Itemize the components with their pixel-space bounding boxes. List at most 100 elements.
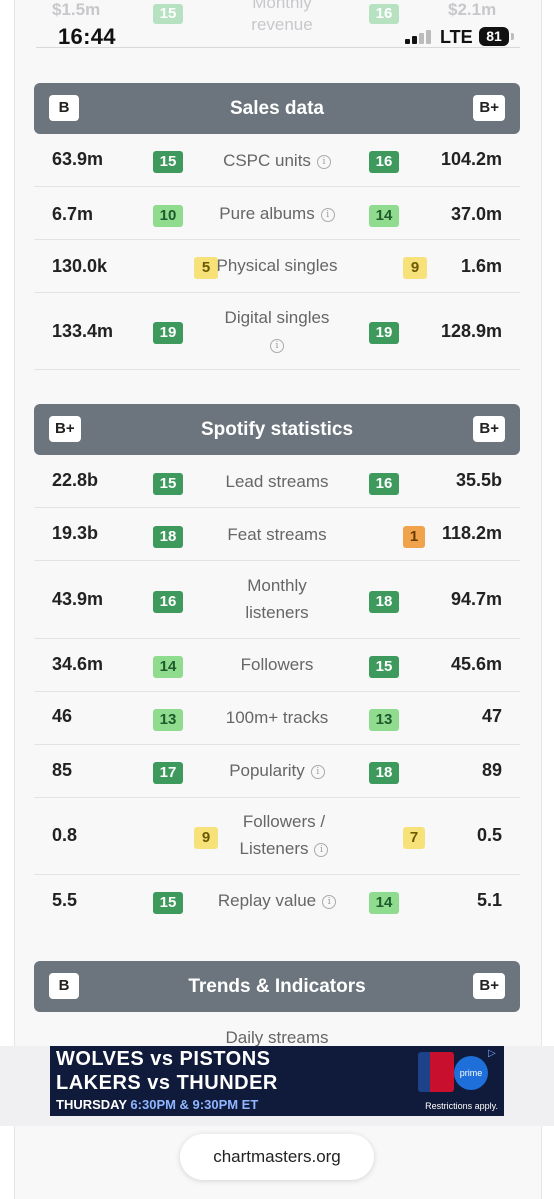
- left-rank: 9: [194, 827, 218, 849]
- right-rank: 14: [369, 205, 399, 227]
- metric-label-text: Followers / Listeners: [239, 812, 326, 858]
- metric-label-text: Pure albums: [219, 204, 315, 223]
- ghost-label: Monthly revenue: [232, 0, 332, 54]
- ad-time: 6:30PM & 9:30PM ET: [130, 1097, 259, 1112]
- info-icon[interactable]: i: [320, 207, 335, 222]
- left-value: 43.9m: [52, 589, 104, 609]
- table-row: 0.8 9 Followers / Listeners i 7 0.5: [34, 798, 520, 875]
- right-value: 37.0m: [450, 204, 502, 224]
- network-type: LTE: [440, 27, 473, 47]
- left-rank: 15: [153, 151, 183, 173]
- left-rank: 19: [153, 322, 183, 344]
- right-rank: 1: [403, 526, 425, 548]
- ad-container: WOLVES vs PISTONS LAKERS vs THUNDER THUR…: [0, 1046, 554, 1126]
- table-row: 85 17 Popularity i 18 89: [34, 745, 520, 798]
- adchoices-icon[interactable]: ▷: [488, 1048, 496, 1059]
- left-value: 34.6m: [52, 654, 104, 674]
- right-rank: 16: [369, 473, 399, 495]
- left-value: 63.9m: [52, 149, 104, 169]
- left-value: 85: [52, 760, 73, 780]
- battery-icon: 81: [479, 27, 509, 46]
- table-row: 43.9m 16 Monthly listeners 18 94.7m: [34, 561, 520, 639]
- metric-label: CSPC units i: [194, 147, 360, 174]
- ghost-right-rank: 16: [369, 4, 399, 24]
- left-rank: 16: [153, 591, 183, 613]
- metric-label-text: Popularity: [229, 761, 305, 780]
- sales-left-grade: B: [49, 95, 79, 121]
- left-value: 133.4m: [52, 321, 114, 341]
- sales-right-grade: B+: [473, 95, 505, 121]
- right-value: 35.5b: [455, 470, 502, 490]
- left-rank: 5: [194, 257, 218, 279]
- right-rank: 18: [369, 591, 399, 613]
- metric-label: Followers: [240, 655, 314, 674]
- table-row: 34.6m 14 Followers 15 45.6m: [34, 639, 520, 692]
- left-value: 0.8: [52, 825, 78, 845]
- metric-label: Lead streams: [225, 472, 329, 491]
- metric-label: 100m+ tracks: [225, 708, 329, 727]
- right-rank: 13: [369, 709, 399, 731]
- ad-line-2: LAKERS vs THUNDER: [56, 1072, 278, 1094]
- metric-label: Monthly listeners: [245, 576, 309, 622]
- ghost-label-text: Monthly revenue: [251, 0, 313, 34]
- right-value: 104.2m: [440, 149, 502, 169]
- trends-section-header[interactable]: B Trends & Indicators B+: [34, 961, 520, 1012]
- left-value: 5.5: [52, 890, 78, 910]
- ad-line-3: THURSDAY 6:30PM & 9:30PM ET: [56, 1097, 258, 1112]
- metric-label: Digital singles i: [194, 304, 360, 358]
- right-value: 45.6m: [450, 654, 502, 674]
- trends-left-grade: B: [49, 973, 79, 999]
- right-value: 5.1: [476, 890, 502, 910]
- metric-label: Feat streams: [227, 525, 327, 544]
- right-rank: 7: [403, 827, 425, 849]
- metric-label: Pure albums i: [194, 200, 360, 227]
- metric-label-text: CSPC units: [223, 151, 311, 170]
- left-value: 46: [52, 706, 73, 726]
- right-value: 47: [481, 706, 502, 726]
- info-icon[interactable]: i: [270, 338, 284, 353]
- table-row: 22.8b 15 Lead streams 16 35.5b: [34, 455, 520, 508]
- right-value: 94.7m: [450, 589, 502, 609]
- spotify-section-header[interactable]: B+ Spotify statistics B+: [34, 404, 520, 455]
- ad-line-1: WOLVES vs PISTONS: [56, 1048, 271, 1070]
- table-row: 19.3b 18 Feat streams 1 118.2m: [34, 508, 520, 561]
- right-rank: 16: [369, 151, 399, 173]
- divider: [36, 47, 520, 48]
- table-row: 133.4m 19 Digital singles i 19 128.9m: [34, 293, 520, 370]
- table-row: 6.7m 10 Pure albums i 14 37.0m: [34, 187, 520, 240]
- metric-label-text: Replay value: [217, 891, 317, 910]
- right-rank: 18: [369, 762, 399, 784]
- url-domain: chartmasters.org: [213, 1147, 341, 1166]
- battery-tip: [511, 33, 514, 40]
- left-rank: 15: [153, 473, 183, 495]
- ghost-right-value: $2.1m: [448, 0, 497, 19]
- left-value: 22.8b: [52, 470, 99, 490]
- trends-right-grade: B+: [473, 973, 505, 999]
- spotify-left-grade: B+: [49, 416, 81, 442]
- info-icon[interactable]: i: [316, 154, 331, 169]
- right-rank: 14: [369, 892, 399, 914]
- status-time: 16:44: [58, 24, 116, 49]
- info-icon[interactable]: i: [314, 842, 329, 857]
- metric-label: Popularity i: [194, 757, 360, 784]
- right-rank: 19: [369, 322, 399, 344]
- left-rank: 14: [153, 656, 183, 678]
- right-rank: 9: [403, 257, 427, 279]
- table-row: 63.9m 15 CSPC units i 16 104.2m: [34, 134, 520, 187]
- right-value: 118.2m: [441, 523, 502, 543]
- info-icon[interactable]: i: [310, 764, 325, 779]
- ghost-left-value: $1.5m: [52, 0, 101, 19]
- metric-label: Replay value i: [194, 887, 360, 914]
- prime-logo: prime: [454, 1056, 488, 1090]
- left-rank: 18: [153, 526, 183, 548]
- spotify-right-grade: B+: [473, 416, 505, 442]
- info-icon[interactable]: i: [322, 894, 337, 909]
- ad-banner[interactable]: WOLVES vs PISTONS LAKERS vs THUNDER THUR…: [50, 1046, 504, 1116]
- left-rank: 15: [153, 892, 183, 914]
- left-value: 130.0k: [52, 256, 108, 276]
- next-metric-label: Daily streams: [225, 1028, 329, 1047]
- sales-section-header[interactable]: B Sales data B+: [34, 83, 520, 134]
- url-bar[interactable]: chartmasters.org: [180, 1134, 374, 1180]
- right-rank: 15: [369, 656, 399, 678]
- ghost-left-rank: 15: [153, 4, 183, 24]
